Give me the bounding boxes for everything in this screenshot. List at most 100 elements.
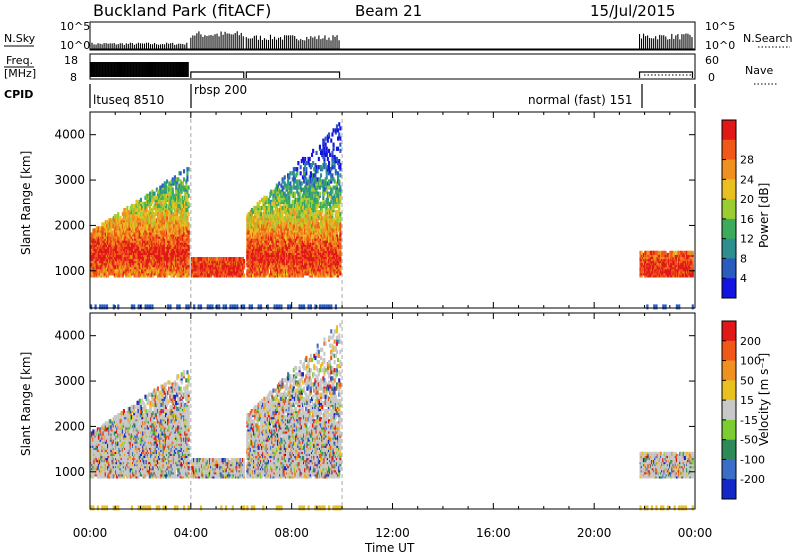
echo-cell [150,226,153,231]
echo-cell [90,238,93,243]
echo-cell [176,273,179,278]
echo-cell [305,187,308,192]
echo-cell [230,265,233,270]
echo-cell [167,230,170,235]
echo-cell [299,248,302,253]
echo-cell [313,230,316,235]
echo-cell [264,197,267,202]
echo-cell [255,232,258,237]
echo-cell [307,242,310,247]
echo-cell [166,193,169,198]
echo-cell [141,208,144,213]
echo-cell [125,261,128,266]
echo-cell [299,269,302,274]
freq-step [190,71,245,78]
echo-cell [255,218,258,223]
echo-cell [281,185,284,190]
echo-cell [152,205,155,211]
echo-cell [249,222,252,227]
echo-cell [257,248,260,253]
echo-cell [282,265,285,270]
echo-cell [160,226,163,231]
echo-cell [250,228,253,233]
echo-cell [135,214,138,219]
echo-cell [178,304,181,310]
echo-cell [99,254,102,260]
echo-cell [259,214,262,219]
echo-cell [247,212,250,217]
echo-cell [169,212,172,217]
nsearch-tick-high: 10^5 [705,20,735,33]
echo-cell [316,224,319,229]
echo-cell [112,230,115,235]
echo-cell [210,257,213,262]
echo-cell [122,208,125,213]
echo-cell [183,232,186,237]
echo-cell [298,232,301,237]
echo-cell [219,257,222,262]
echo-cell [179,193,182,198]
echo-cell [185,201,188,206]
echo-cell [92,232,95,237]
echo-cell [288,199,291,204]
echo-cell [161,183,164,188]
echo-cell [254,214,257,219]
echo-cell [265,205,268,211]
echo-cell [172,238,175,243]
echo-cell [282,242,285,247]
echo-cell [254,208,257,213]
echo-cell [177,216,180,221]
echo-cell [258,199,261,204]
echo-cell [229,263,232,268]
echo-cell [129,273,132,278]
echo-cell [311,224,314,229]
echo-cell [274,250,277,255]
echo-cell [124,214,127,219]
echo-cell [126,236,129,241]
echo-cell [173,175,176,180]
echo-cell [95,232,98,237]
echo-cell [248,226,251,231]
echo-cell [275,271,278,276]
echo-cell [259,205,262,211]
echo-cell [121,238,124,243]
echo-cell [263,242,266,247]
echo-cell [256,232,259,237]
echo-cell [128,216,131,221]
echo-cell [186,234,189,239]
echo-cell [312,261,315,266]
echo-cell [255,226,258,231]
echo-cell [187,222,190,227]
echo-cell [279,214,282,219]
echo-cell [316,244,319,249]
echo-cell [306,265,309,270]
echo-cell [281,232,284,237]
echo-cell [256,222,259,227]
echo-cell [257,210,260,215]
echo-cell [180,189,183,194]
echo-cell [284,197,287,202]
echo-cell [314,173,317,178]
echo-cell [168,265,171,270]
echo-cell [309,189,312,194]
echo-cell [133,238,136,243]
echo-cell [133,216,136,221]
echo-cell [267,224,270,229]
echo-cell [184,191,187,196]
echo-cell [290,189,293,194]
echo-cell [118,263,121,268]
echo-cell [181,208,184,213]
echo-cell [233,261,236,266]
echo-cell [166,185,169,190]
echo-cell [152,191,155,196]
echo-cell [303,179,306,184]
echo-cell [120,238,123,243]
echo-cell [163,199,166,204]
echo-cell [104,259,107,264]
echo-cell [300,238,303,243]
echo-cell [164,183,167,188]
echo-cell [288,238,291,243]
echo-cell [309,163,312,168]
echo-cell [261,259,264,264]
echo-cell [185,250,188,255]
